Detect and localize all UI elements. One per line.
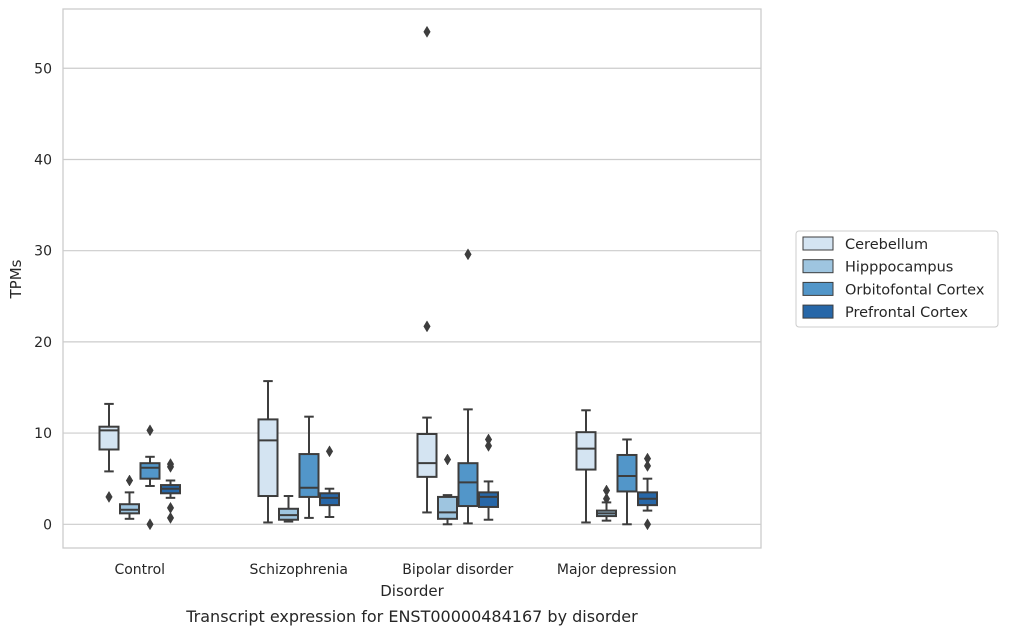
chart-caption: Transcript expression for ENST0000048416… xyxy=(185,607,638,626)
box-iqr xyxy=(319,492,340,507)
y-tick-label: 20 xyxy=(34,335,52,351)
box-iqr xyxy=(298,453,320,498)
legend-swatch xyxy=(802,236,834,251)
box-plot xyxy=(416,25,438,514)
outlier-point xyxy=(484,439,493,452)
box-plot xyxy=(160,458,181,524)
box-plot xyxy=(257,380,279,524)
plot-frame xyxy=(62,8,762,549)
box-plot xyxy=(278,495,299,523)
x-tick-label: Control xyxy=(114,562,165,578)
legend-item: Hipppocampus xyxy=(802,259,953,276)
box-iqr xyxy=(457,462,479,508)
legend-label: Prefrontal Cortex xyxy=(845,305,968,321)
box-iqr xyxy=(257,418,279,498)
box-iqr xyxy=(98,425,120,451)
legend-label: Cerebellum xyxy=(845,237,928,253)
x-tick-label: Bipolar disorder xyxy=(402,562,513,578)
legend-swatch xyxy=(802,259,834,274)
box-plot xyxy=(98,402,120,503)
box-series-group xyxy=(98,25,597,524)
box-plot xyxy=(478,433,499,521)
x-tick-label: Schizophrenia xyxy=(250,562,348,578)
box-iqr xyxy=(616,453,638,493)
legend-item: Orbitofontal Cortex xyxy=(802,281,985,298)
y-tick-label: 0 xyxy=(43,517,52,533)
box-series-group xyxy=(119,453,617,526)
x-tick-labels: Control Schizophrenia Bipolar disorder Majo… xyxy=(114,562,676,578)
legend-swatch xyxy=(802,281,834,296)
box-iqr xyxy=(478,491,499,508)
y-tick-label: 10 xyxy=(34,426,52,442)
outlier-point xyxy=(643,518,652,531)
outlier-point xyxy=(125,474,134,487)
outlier-point xyxy=(146,518,154,531)
outlier-point xyxy=(166,511,175,524)
box-plot xyxy=(457,248,479,525)
legend-frame xyxy=(795,230,999,328)
outlier-point xyxy=(602,484,611,497)
legend: Cerebellum Hipppocampus Orbitofontal Corte… xyxy=(795,230,999,328)
outlier-point xyxy=(166,501,175,514)
box-series-group xyxy=(139,248,638,531)
box-series xyxy=(98,25,658,531)
box-iqr xyxy=(437,495,458,520)
box-plot xyxy=(298,415,320,519)
gridlines xyxy=(63,67,761,525)
outlier-point xyxy=(146,424,154,437)
box-plot xyxy=(596,484,617,522)
box-iqr xyxy=(575,431,597,471)
box-iqr xyxy=(416,432,438,478)
outlier-point xyxy=(643,452,652,465)
box-plot xyxy=(319,445,340,518)
box-iqr xyxy=(139,462,161,480)
outlier-point xyxy=(423,25,431,38)
x-axis-title: Disorder xyxy=(380,582,444,600)
outlier-point xyxy=(423,320,431,333)
box-plot xyxy=(616,438,638,526)
legend-item: Prefrontal Cortex xyxy=(802,304,968,321)
outlier-point xyxy=(325,445,334,458)
outlier-point xyxy=(484,433,493,446)
y-tick-label: 40 xyxy=(34,152,52,168)
y-tick-label: 50 xyxy=(34,61,52,77)
box-series-group xyxy=(160,433,658,531)
legend-label: Orbitofontal Cortex xyxy=(845,282,985,298)
y-tick-labels: 0 10 20 30 40 50 xyxy=(34,61,52,533)
legend-item: Cerebellum xyxy=(802,236,928,253)
box-plot xyxy=(637,452,658,531)
outlier-point xyxy=(105,490,113,503)
outlier-point xyxy=(464,248,472,261)
y-tick-label: 30 xyxy=(34,244,52,260)
box-plot xyxy=(139,424,161,531)
outlier-point xyxy=(166,458,175,471)
outlier-point xyxy=(443,453,452,466)
box-plot xyxy=(119,474,140,520)
outlier-point xyxy=(602,492,611,505)
y-axis-title: TPMs xyxy=(7,259,25,299)
x-tick-label: Major depression xyxy=(557,562,677,578)
box-plot xyxy=(575,409,597,524)
outlier-point xyxy=(643,459,652,472)
box-plot xyxy=(437,453,458,526)
legend-swatch xyxy=(802,304,834,319)
legend-label: Hipppocampus xyxy=(845,260,953,276)
